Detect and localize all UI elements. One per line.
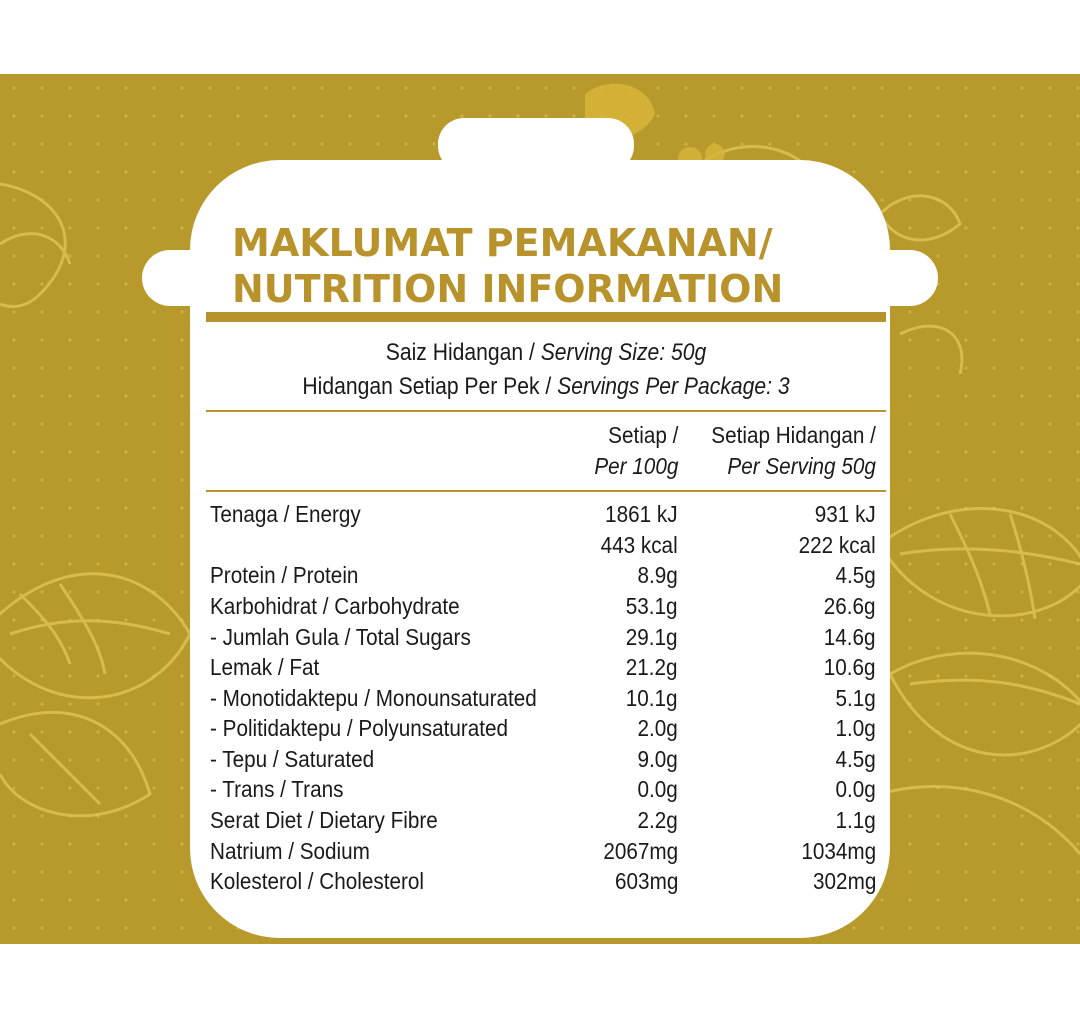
- value-perserving: 931 kJ: [815, 501, 876, 527]
- column-header-perserving: Setiap Hidangan / Per Serving 50g: [711, 420, 876, 482]
- title-divider: [206, 312, 886, 322]
- value-perserving: 10.6g: [824, 654, 876, 680]
- table-row: Serat Diet / Dietary Fibre 2.2g 1.1g: [210, 805, 880, 836]
- nutrient-name: - Tepu / Saturated: [210, 746, 375, 772]
- value-per100: 2.2g: [637, 807, 678, 833]
- nutrient-name: - Jumlah Gula / Total Sugars: [210, 624, 471, 650]
- header-divider: [206, 490, 886, 492]
- nutrient-name: Protein / Protein: [210, 562, 359, 588]
- servings-per-package: Hidangan Setiap Per Pek / Servings Per P…: [247, 370, 845, 404]
- column-header-perserving-en: Per Serving 50g: [727, 453, 876, 479]
- nutrient-name: Karbohidrat / Carbohydrate: [210, 593, 460, 619]
- table-row: - Politidaktepu / Polyunsaturated 2.0g 1…: [210, 713, 880, 744]
- table-row: - Tepu / Saturated 9.0g 4.5g: [210, 744, 880, 775]
- value-perserving: 1034mg: [801, 838, 876, 864]
- nutrient-name: - Monotidaktepu / Monounsaturated: [210, 685, 537, 711]
- table-row: Kolesterol / Cholesterol 603mg 302mg: [210, 866, 880, 897]
- value-per100: 2.0g: [637, 715, 678, 741]
- table-row: Lemak / Fat 21.2g 10.6g: [210, 652, 880, 683]
- table-row: - Monotidaktepu / Monounsaturated 10.1g …: [210, 683, 880, 714]
- background-band: [0, 74, 1080, 944]
- value-perserving: 4.5g: [835, 746, 876, 772]
- value-per100: 603mg: [614, 868, 678, 894]
- servings-per-package-ms: Hidangan Setiap Per Pek /: [302, 373, 558, 400]
- title: MAKLUMAT PEMAKANAN/ NUTRITION INFORMATIO…: [232, 220, 872, 312]
- column-header-per100-ms: Setiap /: [607, 422, 678, 448]
- value-per100: 0.0g: [637, 776, 678, 802]
- value-per100: 10.1g: [626, 685, 678, 711]
- nutrient-name: Tenaga / Energy: [210, 501, 361, 527]
- value-perserving: 4.5g: [835, 562, 876, 588]
- serving-divider: [206, 410, 886, 412]
- nutrient-name: Lemak / Fat: [210, 654, 320, 680]
- title-line-1: MAKLUMAT PEMAKANAN/: [232, 221, 773, 265]
- nutrient-name: Natrium / Sodium: [210, 838, 370, 864]
- nutrient-name: Serat Diet / Dietary Fibre: [210, 807, 438, 833]
- value-perserving: 5.1g: [835, 685, 876, 711]
- table-row: - Trans / Trans 0.0g 0.0g: [210, 774, 880, 805]
- column-header-per100-en: Per 100g: [593, 453, 678, 479]
- table-row: Natrium / Sodium 2067mg 1034mg: [210, 836, 880, 867]
- value-perserving: 26.6g: [824, 593, 876, 619]
- value-per100: 53.1g: [626, 593, 678, 619]
- value-perserving: 1.0g: [835, 715, 876, 741]
- table-row: Karbohidrat / Carbohydrate 53.1g 26.6g: [210, 591, 880, 622]
- table-row: 443 kcal 222 kcal: [210, 530, 880, 561]
- value-perserving: 1.1g: [835, 807, 876, 833]
- value-per100: 8.9g: [637, 562, 678, 588]
- column-header-per100: Setiap / Per 100g: [594, 420, 678, 482]
- nutrient-name: - Politidaktepu / Polyunsaturated: [210, 715, 509, 741]
- nutrient-name: Kolesterol / Cholesterol: [210, 868, 425, 894]
- value-per100: 1861 kJ: [605, 501, 678, 527]
- value-per100: 443 kcal: [600, 532, 678, 558]
- value-per100: 2067mg: [603, 838, 678, 864]
- nutrient-name: - Trans / Trans: [210, 776, 344, 802]
- value-per100: 21.2g: [626, 654, 678, 680]
- title-line-2: NUTRITION INFORMATION: [232, 267, 784, 311]
- serving-size-en: Serving Size: 50g: [540, 339, 707, 366]
- value-per100: 9.0g: [637, 746, 678, 772]
- table-row: Tenaga / Energy 1861 kJ 931 kJ: [210, 499, 880, 530]
- table-row: - Jumlah Gula / Total Sugars 29.1g 14.6g: [210, 622, 880, 653]
- value-perserving: 0.0g: [835, 776, 876, 802]
- serving-size: Saiz Hidangan / Serving Size: 50g: [247, 336, 845, 370]
- value-per100: 29.1g: [626, 624, 678, 650]
- table-row: Protein / Protein 8.9g 4.5g: [210, 560, 880, 591]
- column-header-perserving-ms: Setiap Hidangan /: [711, 422, 876, 448]
- value-perserving: 302mg: [812, 868, 876, 894]
- serving-size-ms: Saiz Hidangan /: [385, 339, 541, 366]
- value-perserving: 222 kcal: [798, 532, 876, 558]
- value-perserving: 14.6g: [824, 624, 876, 650]
- servings-per-package-en: Servings Per Package: 3: [557, 373, 790, 400]
- cooking-pot-icon: [142, 118, 938, 938]
